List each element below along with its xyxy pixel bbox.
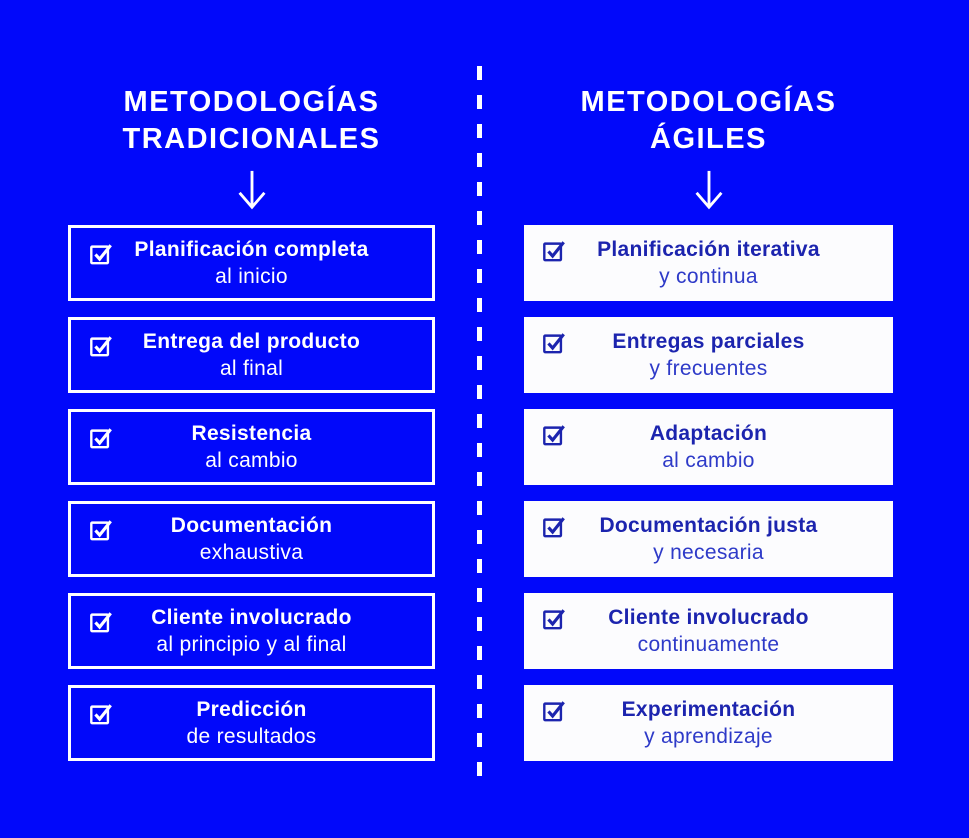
- checkbox-checked-icon: [89, 427, 113, 449]
- card-title: Resistencia: [191, 422, 312, 445]
- card-subtitle: y necesaria: [653, 541, 764, 564]
- card-planificacion-completa: Planificación completa al inicio: [68, 225, 435, 301]
- card-title: Predicción: [196, 698, 307, 721]
- card-title: Cliente involucrado: [151, 606, 352, 629]
- agile-card-list: Planificación iterativa y continua Entre…: [524, 225, 893, 761]
- card-subtitle: continuamente: [637, 633, 780, 656]
- checkbox-checked-icon: [89, 335, 113, 357]
- checkbox-checked-icon: [89, 703, 113, 725]
- card-subtitle: exhaustiva: [199, 541, 304, 564]
- checkbox-checked-icon: [542, 240, 566, 262]
- card-planificacion-iterativa: Planificación iterativa y continua: [524, 225, 893, 301]
- checkbox-checked-icon: [542, 332, 566, 354]
- title-line: METODOLOGÍAS: [123, 86, 380, 118]
- traditional-column-title: METODOLOGÍAS TRADICIONALES: [123, 84, 381, 158]
- down-arrow-icon: [694, 169, 723, 209]
- card-subtitle: al cambio: [662, 449, 755, 472]
- card-experimentacion: Experimentación y aprendizaje: [524, 685, 893, 761]
- card-entrega-producto: Entrega del producto al final: [68, 317, 435, 393]
- card-subtitle: al cambio: [205, 449, 298, 472]
- card-title: Entrega del producto: [142, 330, 361, 353]
- card-title: Planificación iterativa: [597, 238, 820, 261]
- checkbox-checked-icon: [89, 519, 113, 541]
- card-documentacion-justa: Documentación justa y necesaria: [524, 501, 893, 577]
- card-subtitle: al final: [219, 357, 284, 380]
- card-title: Documentación justa: [599, 514, 818, 537]
- checkbox-checked-icon: [542, 700, 566, 722]
- card-subtitle: y frecuentes: [649, 357, 768, 380]
- checkbox-checked-icon: [542, 516, 566, 538]
- dashed-divider: [477, 66, 482, 782]
- checkbox-checked-icon: [89, 611, 113, 633]
- card-title: Experimentación: [621, 698, 796, 721]
- card-cliente-continuamente: Cliente involucrado continuamente: [524, 593, 893, 669]
- down-arrow-icon: [237, 169, 266, 209]
- title-line: METODOLOGÍAS: [580, 86, 837, 118]
- agile-column-title: METODOLOGÍAS ÁGILES: [581, 84, 837, 158]
- card-documentacion-exhaustiva: Documentación exhaustiva: [68, 501, 435, 577]
- card-title: Documentación: [170, 514, 333, 537]
- traditional-card-list: Planificación completa al inicio Entrega…: [68, 225, 435, 761]
- card-title: Planificación completa: [134, 238, 369, 261]
- checkbox-checked-icon: [542, 608, 566, 630]
- title-line: TRADICIONALES: [122, 123, 381, 155]
- card-entregas-parciales: Entregas parciales y frecuentes: [524, 317, 893, 393]
- title-line: ÁGILES: [650, 123, 767, 155]
- card-subtitle: y aprendizaje: [644, 725, 773, 748]
- checkbox-checked-icon: [542, 424, 566, 446]
- card-title: Adaptación: [649, 422, 768, 445]
- card-cliente-principio-final: Cliente involucrado al principio y al fi…: [68, 593, 435, 669]
- card-title: Cliente involucrado: [608, 606, 809, 629]
- card-subtitle: y continua: [659, 265, 758, 288]
- card-subtitle: de resultados: [186, 725, 317, 748]
- card-title: Entregas parciales: [612, 330, 805, 353]
- card-adaptacion: Adaptación al cambio: [524, 409, 893, 485]
- agile-column: METODOLOGÍAS ÁGILES Planificación iterat…: [524, 0, 893, 761]
- checkbox-checked-icon: [89, 243, 113, 265]
- card-subtitle: al inicio: [215, 265, 288, 288]
- card-resistencia: Resistencia al cambio: [68, 409, 435, 485]
- card-prediccion: Predicción de resultados: [68, 685, 435, 761]
- card-subtitle: al principio y al final: [156, 633, 347, 656]
- traditional-column: METODOLOGÍAS TRADICIONALES Planificación…: [68, 0, 435, 761]
